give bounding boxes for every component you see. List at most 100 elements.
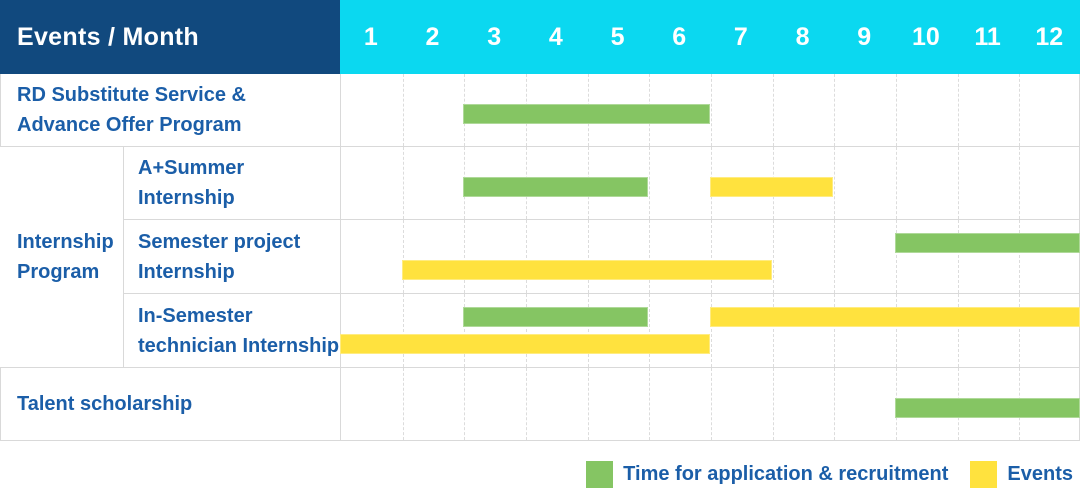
application-recruitment-bar bbox=[463, 104, 710, 124]
row-label-line: Talent scholarship bbox=[17, 393, 193, 415]
month-header-cell: 1 bbox=[340, 0, 402, 74]
gantt-row: Semester project Internship bbox=[0, 220, 1080, 294]
month-grid-line bbox=[711, 74, 712, 146]
header-events-month-cell: Events / Month bbox=[0, 0, 340, 74]
row-label: A+Summer Internship bbox=[124, 147, 340, 219]
month-grid-line bbox=[526, 294, 527, 367]
month-grid-line bbox=[957, 147, 959, 219]
month-number: 11 bbox=[974, 22, 1001, 51]
application-recruitment-bar bbox=[463, 177, 649, 197]
month-number: 9 bbox=[857, 22, 872, 51]
month-grid-line bbox=[402, 220, 404, 293]
row-chart-area bbox=[340, 294, 1080, 367]
row-chart-area bbox=[340, 220, 1080, 293]
month-grid-line bbox=[896, 220, 897, 293]
row-label-line: Semester project bbox=[138, 230, 301, 253]
month-header-cell: 10 bbox=[895, 0, 957, 74]
month-grid-line bbox=[1019, 294, 1021, 367]
month-number: 7 bbox=[733, 22, 748, 51]
month-header-cell: 3 bbox=[463, 0, 525, 74]
gantt-row: A+Summer Internship bbox=[0, 147, 1080, 220]
gantt-row: In-Semester technician Internship bbox=[0, 294, 1080, 368]
month-grid-line bbox=[649, 220, 651, 293]
month-grid-line bbox=[772, 74, 774, 146]
row-chart-area bbox=[340, 74, 1080, 146]
month-grid-line bbox=[402, 74, 404, 146]
month-grid-line bbox=[957, 220, 959, 293]
month-number: 3 bbox=[487, 22, 502, 51]
event-bar bbox=[340, 334, 710, 354]
month-grid-line bbox=[402, 294, 404, 367]
month-number: 8 bbox=[795, 22, 810, 51]
event-bar bbox=[401, 260, 772, 280]
month-grid-line bbox=[587, 220, 589, 293]
month-grid-line bbox=[711, 368, 712, 440]
month-number: 1 bbox=[363, 22, 378, 51]
legend-item: Time for application & recruitment bbox=[586, 461, 948, 488]
group-label-line: Internship bbox=[17, 231, 114, 253]
month-grid-line bbox=[587, 294, 589, 367]
month-grid-line bbox=[464, 220, 466, 293]
month-grid-line bbox=[1019, 147, 1021, 219]
application-recruitment-bar bbox=[895, 233, 1080, 253]
group-cell-internship-program: Internship Program bbox=[0, 147, 124, 367]
month-number: 12 bbox=[1035, 22, 1064, 51]
month-grid-line bbox=[896, 294, 897, 367]
month-grid-line bbox=[834, 147, 836, 219]
month-number: 2 bbox=[425, 22, 440, 51]
month-number: 4 bbox=[548, 22, 563, 51]
month-header-cell: 12 bbox=[1018, 0, 1080, 74]
event-bar bbox=[710, 307, 1080, 327]
month-grid-line bbox=[402, 368, 404, 440]
month-number: 5 bbox=[610, 22, 625, 51]
month-grid-line bbox=[957, 294, 959, 367]
month-grid-line bbox=[772, 294, 774, 367]
month-header-cell: 9 bbox=[833, 0, 895, 74]
month-grid-line bbox=[526, 368, 527, 440]
header-title: Events / Month bbox=[17, 22, 199, 51]
row-label-line: RD Substitute Service & bbox=[17, 84, 246, 106]
month-grid-line bbox=[402, 147, 404, 219]
row-label-line: technician Internship bbox=[138, 334, 340, 357]
month-header-cell: 5 bbox=[587, 0, 649, 74]
group-label-line: Program bbox=[17, 261, 100, 283]
month-grid-line bbox=[957, 74, 959, 146]
month-header-cell: 2 bbox=[402, 0, 464, 74]
month-grid-line bbox=[896, 74, 897, 146]
month-grid-line bbox=[896, 147, 897, 219]
month-grid-line bbox=[834, 294, 836, 367]
month-header-cell: 4 bbox=[525, 0, 587, 74]
month-grid-line bbox=[772, 368, 774, 440]
row-label: Talent scholarship bbox=[0, 368, 340, 440]
month-number: 6 bbox=[672, 22, 687, 51]
month-number: 10 bbox=[911, 22, 940, 51]
gantt-row: RD Substitute Service & Advance Offer Pro… bbox=[0, 74, 1080, 147]
application-recruitment-bar bbox=[895, 398, 1080, 418]
event-bar bbox=[710, 177, 834, 197]
legend-item: Events bbox=[970, 461, 1073, 488]
month-header-cell: 11 bbox=[957, 0, 1019, 74]
row-label-line: Advance Offer Program bbox=[17, 114, 242, 136]
row-label-line: In-Semester bbox=[138, 304, 253, 327]
month-grid-line bbox=[649, 147, 651, 219]
month-grid-line bbox=[834, 74, 836, 146]
month-grid-line bbox=[1019, 74, 1021, 146]
month-grid-line bbox=[464, 294, 466, 367]
month-grid-line bbox=[1019, 220, 1021, 293]
month-grid-line bbox=[834, 220, 836, 293]
row-label-line: Internship bbox=[138, 260, 235, 283]
month-grid-line bbox=[649, 368, 651, 440]
month-grid-line bbox=[711, 294, 712, 367]
application-recruitment-bar bbox=[463, 307, 649, 327]
row-label: Semester project Internship bbox=[124, 220, 340, 293]
legend-label: Time for application & recruitment bbox=[623, 463, 949, 485]
row-label: RD Substitute Service & Advance Offer Pro… bbox=[0, 74, 340, 146]
legend: Time for application & recruitment Events bbox=[586, 458, 1073, 491]
month-grid-line bbox=[834, 368, 836, 440]
legend-label: Events bbox=[1007, 463, 1073, 485]
legend-swatch-green bbox=[586, 461, 614, 488]
month-header-cell: 8 bbox=[772, 0, 834, 74]
month-header-cell: 6 bbox=[648, 0, 710, 74]
month-grid-line bbox=[711, 220, 712, 293]
